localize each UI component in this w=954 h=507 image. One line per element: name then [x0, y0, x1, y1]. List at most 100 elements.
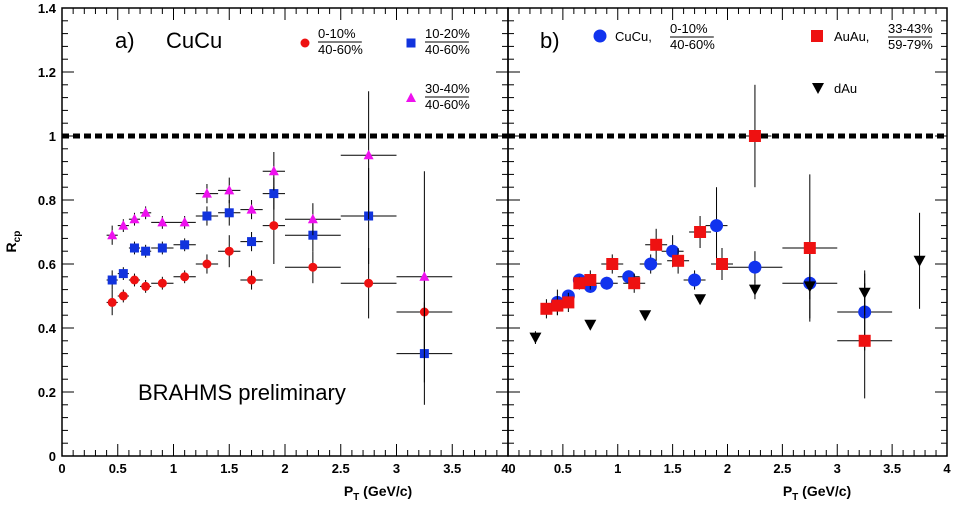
data-point [688, 273, 702, 287]
data-point [628, 277, 641, 290]
legend-marker [300, 38, 310, 48]
data-point [803, 281, 816, 293]
data-point [129, 243, 139, 253]
panel-label: a) [115, 28, 135, 53]
data-point [107, 229, 118, 240]
y-tick-label: 1.2 [38, 65, 56, 80]
system-label: CuCu [166, 28, 222, 53]
data-point [307, 213, 318, 224]
data-point [107, 275, 117, 285]
data-point [672, 254, 685, 267]
panel-b: 0 0.5 1 1.5 2 2.5 3 3.5 4 PT (GeV/c) b) CuCu, 0-10%4… [507, 7, 951, 503]
legend-numerator: 30-40% [425, 81, 470, 96]
data-point [157, 278, 167, 288]
data-point [202, 259, 212, 269]
data-point [694, 294, 707, 306]
data-point [202, 211, 212, 221]
x-axis: 0 0.5 1 1.5 2 2.5 3 3.5 4 [58, 8, 509, 476]
legend-name: AuAu, [834, 29, 869, 44]
data-point [584, 319, 597, 331]
x-title-main: P [783, 483, 792, 499]
data-point [419, 271, 430, 281]
data-point [551, 299, 564, 312]
x-tick-label: 1 [614, 461, 621, 476]
data-point [224, 208, 234, 218]
plot-frame [507, 7, 948, 457]
data-point [913, 255, 926, 267]
x-tick-label: 2.5 [332, 461, 350, 476]
data-point [118, 269, 128, 279]
data-point [639, 310, 652, 322]
data-point [118, 291, 128, 301]
legend-entry: 0-10%40-60% [318, 26, 363, 57]
data-point [308, 262, 318, 272]
legend-entry: 0-10%40-60% [670, 21, 715, 52]
y-tick-label: 1 [49, 129, 56, 144]
x-axis-title: PT (GeV/c) [783, 483, 851, 502]
legend-denominator: 40-60% [425, 97, 470, 112]
y-axis-title: Rcp [3, 231, 23, 253]
x-tick-label: 2.5 [773, 461, 791, 476]
x-tick-label: 0 [508, 461, 515, 476]
data-point [180, 272, 190, 282]
data-point [179, 216, 190, 227]
data-point [529, 332, 542, 344]
x-tick-label: 2 [281, 461, 288, 476]
data-point [129, 275, 139, 285]
x-tick-label: 0.5 [554, 461, 572, 476]
y-tick-label: 0.8 [38, 193, 56, 208]
legend-marker [811, 30, 823, 42]
data-point [246, 204, 257, 214]
data-point [201, 188, 212, 198]
y-tick-label: 0.2 [38, 385, 56, 400]
data-point [573, 277, 586, 290]
y-tick-label: 0.6 [38, 257, 56, 272]
data-point [364, 278, 374, 288]
legend-denominator: 40-60% [670, 37, 715, 52]
series-1 [106, 168, 453, 405]
data-point [107, 297, 117, 307]
legend-name: dAu [834, 81, 857, 96]
x-axis: 0 0.5 1 1.5 2 2.5 3 3.5 4 [507, 8, 951, 476]
data-point [803, 242, 816, 254]
series-0 [106, 187, 453, 351]
legend-numerator: 10-20% [425, 26, 470, 41]
x-tick-label: 0 [58, 461, 65, 476]
data-point [748, 260, 762, 274]
data-point [157, 243, 167, 253]
legend-marker [406, 38, 416, 48]
data-point [129, 213, 140, 224]
x-tick-label: 4 [501, 461, 509, 476]
data-point [540, 302, 553, 315]
x-tick-label: 3.5 [883, 461, 901, 476]
x-title-main: P [344, 483, 353, 499]
data-point [858, 287, 871, 299]
data-point [584, 274, 597, 286]
data-point [269, 221, 279, 231]
y-title: Rcp [3, 231, 23, 253]
x-tick-label: 4 [943, 461, 951, 476]
series-2 [529, 212, 926, 344]
data-point [247, 237, 257, 247]
series-2 [106, 91, 453, 383]
legend: CuCu, 0-10%40-60% AuAu, 33-43%59-79% dAu [593, 21, 933, 96]
legend-entry: 30-40%40-60% [425, 81, 470, 112]
data-point [224, 184, 235, 195]
y-title-main: R [3, 242, 19, 252]
data-point [269, 189, 279, 199]
data-point [666, 244, 680, 258]
legend-numerator: 33-43% [888, 21, 933, 36]
data-point [118, 220, 129, 230]
data-point [157, 216, 168, 227]
data-point [644, 257, 658, 271]
data-point [710, 219, 724, 233]
data-point [716, 258, 729, 270]
legend-marker [406, 92, 416, 102]
legend-marker [593, 29, 607, 43]
x-tick-label: 1.5 [664, 461, 682, 476]
data-point [600, 276, 614, 290]
legend-entry: 33-43%59-79% [888, 21, 933, 52]
x-title-sub: T [792, 492, 798, 502]
data-point [694, 226, 707, 238]
